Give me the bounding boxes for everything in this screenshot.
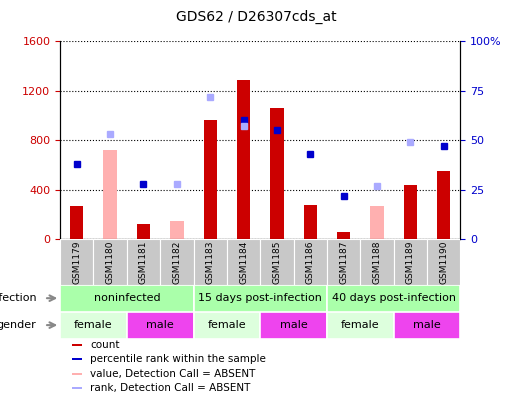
Text: GSM1179: GSM1179	[72, 240, 81, 284]
Text: GSM1184: GSM1184	[239, 240, 248, 284]
Text: GSM1185: GSM1185	[272, 240, 281, 284]
Text: GDS62 / D26307cds_at: GDS62 / D26307cds_at	[176, 10, 337, 24]
Bar	[60, 312, 127, 339]
Text: count: count	[90, 340, 120, 350]
Bar	[94, 239, 127, 285]
Bar	[360, 239, 393, 285]
Bar	[327, 312, 393, 339]
Bar	[194, 239, 227, 285]
Text: female: female	[208, 320, 246, 330]
Bar	[60, 285, 194, 312]
Bar	[104, 150, 117, 239]
Bar	[72, 373, 82, 375]
Bar	[293, 239, 327, 285]
Bar	[203, 120, 217, 239]
Text: GSM1188: GSM1188	[372, 240, 381, 284]
Text: noninfected: noninfected	[94, 293, 160, 303]
Text: rank, Detection Call = ABSENT: rank, Detection Call = ABSENT	[90, 383, 251, 393]
Bar	[127, 239, 160, 285]
Bar	[137, 224, 150, 239]
Bar	[194, 312, 260, 339]
Text: male: male	[413, 320, 441, 330]
Bar	[227, 239, 260, 285]
Bar	[404, 185, 417, 239]
Bar	[393, 312, 460, 339]
Text: GSM1180: GSM1180	[106, 240, 115, 284]
Bar	[394, 239, 427, 285]
Bar	[260, 239, 293, 285]
Text: GSM1182: GSM1182	[173, 240, 181, 284]
Text: GSM1186: GSM1186	[306, 240, 315, 284]
Bar	[327, 285, 460, 312]
Bar	[194, 285, 327, 312]
Bar	[72, 387, 82, 389]
Bar	[60, 239, 94, 285]
Text: percentile rank within the sample: percentile rank within the sample	[90, 354, 266, 364]
Bar	[170, 221, 184, 239]
Text: 15 days post-infection: 15 days post-infection	[198, 293, 322, 303]
Text: female: female	[341, 320, 380, 330]
Text: female: female	[74, 320, 113, 330]
Bar	[327, 239, 360, 285]
Bar	[260, 312, 327, 339]
Bar	[437, 171, 450, 239]
Bar	[370, 206, 383, 239]
Bar	[160, 239, 194, 285]
Text: male: male	[280, 320, 308, 330]
Text: GSM1190: GSM1190	[439, 240, 448, 284]
Text: GSM1183: GSM1183	[206, 240, 214, 284]
Bar	[70, 206, 84, 239]
Bar	[427, 239, 460, 285]
Text: GSM1181: GSM1181	[139, 240, 148, 284]
Bar	[303, 204, 317, 239]
Text: male: male	[146, 320, 174, 330]
Text: GSM1187: GSM1187	[339, 240, 348, 284]
Bar	[72, 344, 82, 346]
Bar	[237, 80, 250, 239]
Bar	[337, 232, 350, 239]
Bar	[270, 108, 283, 239]
Text: 40 days post-infection: 40 days post-infection	[332, 293, 456, 303]
Text: GSM1189: GSM1189	[406, 240, 415, 284]
Text: infection: infection	[0, 293, 36, 303]
Text: gender: gender	[0, 320, 36, 330]
Text: value, Detection Call = ABSENT: value, Detection Call = ABSENT	[90, 369, 256, 379]
Bar	[127, 312, 194, 339]
Bar	[72, 358, 82, 360]
